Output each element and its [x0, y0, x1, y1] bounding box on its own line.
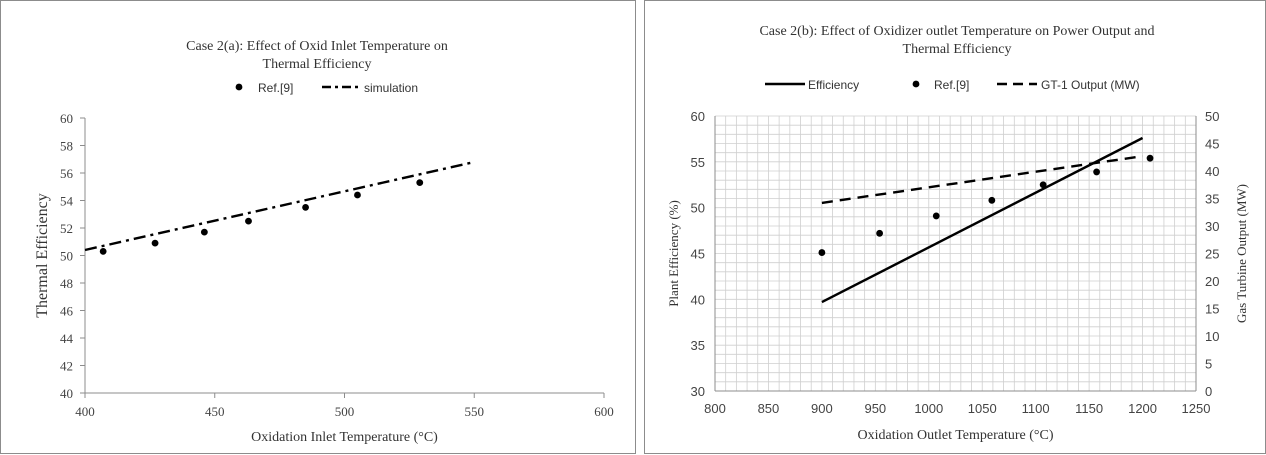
chart-b-title-line: Case 2(b): Effect of Oxidizer outlet Tem… [759, 24, 1154, 39]
chart-a-y-tick-label: 56 [60, 166, 74, 181]
chart-a-y-tick-label: 54 [60, 194, 74, 209]
chart-b-x-tick-label: 950 [864, 401, 886, 416]
chart-b-y-tick-label: 35 [691, 338, 705, 353]
chart-b-legend-gt-label: GT-1 Output (MW) [1041, 78, 1140, 92]
chart-b-ref-point [1146, 154, 1154, 162]
chart-b-legend-ref-marker [912, 80, 920, 88]
chart-a-legend-simulation-label: simulation [364, 81, 418, 95]
chart-a-x-tick-label: 600 [594, 404, 614, 419]
chart-b-ref-point [932, 212, 940, 220]
chart-b-gt-output-line [821, 154, 1143, 205]
chart-b-y2-tick-label: 35 [1205, 192, 1219, 207]
chart-b-y2-axis-label: Gas Turbine Output (MW) [1234, 184, 1249, 323]
chart-b-y2-tick-label: 40 [1205, 164, 1219, 179]
chart-a-title-line: Case 2(a): Effect of Oxid Inlet Temperat… [186, 39, 448, 54]
chart-b-x-tick-label: 1200 [1128, 401, 1157, 416]
chart-b-x-tick-label: 1000 [914, 401, 943, 416]
chart-b-legend-ref-label: Ref.[9] [934, 78, 969, 92]
chart-b-y-tick-label: 60 [691, 109, 705, 124]
chart-b-ref-point [1039, 181, 1047, 189]
chart-b-x-tick-label: 1100 [1022, 401, 1050, 416]
chart-a-ref-point [151, 239, 159, 247]
chart-b-x-axis-label: Oxidation Outlet Temperature (°C) [857, 428, 1053, 443]
chart-b-x-tick-label: 1250 [1182, 401, 1211, 416]
chart-a-ref-point [200, 228, 208, 236]
chart-b-y2-tick-label: 30 [1205, 219, 1219, 234]
chart-b-y2-tick-label: 20 [1205, 274, 1219, 289]
chart-b-x-tick-label: 1150 [1075, 401, 1103, 416]
chart-a-ref-point [416, 179, 424, 187]
chart-b-y2-tick-label: 15 [1205, 302, 1219, 317]
chart-a-ref-point [302, 203, 309, 211]
chart-a-x-tick-label: 450 [205, 404, 225, 419]
chart-a-x-tick-label: 500 [335, 404, 355, 419]
chart-a-y-tick-label: 42 [60, 359, 73, 374]
chart-a-legend-dot-marker [235, 83, 243, 91]
chart-b-ref-point [876, 229, 884, 237]
chart-b-efficiency-line [821, 136, 1144, 304]
chart-a-canvas: Case 2(a): Effect of Oxid Inlet Temperat… [34, 39, 614, 445]
chart-b-x-tick-label: 800 [704, 401, 726, 416]
chart-b-y2-tick-label: 45 [1205, 137, 1219, 152]
chart-a-y-tick-label: 60 [60, 111, 73, 126]
chart-a-ref-point [354, 191, 361, 199]
chart-b-y-tick-label: 45 [691, 247, 705, 262]
chart-b-y2-tick-label: 0 [1205, 384, 1212, 399]
chart-a-y-tick-label: 52 [60, 221, 73, 236]
chart-b-x-tick-label: 1050 [968, 401, 997, 416]
chart-b-y-tick-label: 50 [691, 201, 705, 216]
chart-a-y-tick-label: 44 [60, 331, 74, 346]
chart-b-x-tick-label: 850 [758, 401, 780, 416]
chart-panel-plant-efficiency: Case 2(b): Effect of Oxidizer outlet Tem… [644, 0, 1266, 454]
chart-a-y-tick-label: 46 [60, 304, 74, 319]
chart-b-ref-point [988, 196, 996, 204]
chart-a-y-tick-label: 58 [60, 139, 73, 154]
chart-a-x-tick-label: 550 [465, 404, 485, 419]
chart-a-y-tick-label: 48 [60, 276, 73, 291]
chart-b-canvas: Case 2(b): Effect of Oxidizer outlet Tem… [666, 24, 1249, 443]
chart-b-ref-point [818, 249, 826, 256]
chart-a-y-tick-label: 50 [60, 249, 73, 264]
chart-a-x-tick-label: 400 [75, 404, 95, 419]
chart-a-y-tick-label: 40 [60, 386, 73, 401]
chart-b-x-tick-label: 900 [811, 401, 833, 416]
chart-a-simulation-line [84, 160, 475, 252]
chart-b-title-line: Thermal Efficiency [903, 42, 1012, 57]
chart-b-y-tick-label: 30 [691, 384, 705, 399]
chart-a-title-line: Thermal Efficiency [263, 57, 372, 72]
chart-b-ref-point [1093, 168, 1100, 176]
chart-a-x-axis-label: Oxidation Inlet Temperature (°C) [251, 430, 438, 445]
chart-b-y2-tick-label: 25 [1205, 247, 1219, 262]
chart-a-legend-ref-label: Ref.[9] [258, 81, 293, 95]
chart-b-y2-tick-label: 5 [1205, 357, 1212, 372]
chart-b-legend-efficiency-label: Efficiency [808, 78, 859, 92]
chart-panel-thermal-efficiency: Case 2(a): Effect of Oxid Inlet Temperat… [0, 0, 636, 454]
chart-a-y-axis-label: Thermal Efficiency [34, 193, 51, 318]
chart-b-y-tick-label: 40 [691, 292, 705, 307]
chart-a-ref-point [99, 247, 107, 255]
chart-b-y2-tick-label: 50 [1205, 109, 1219, 124]
chart-b-y2-tick-label: 10 [1205, 329, 1219, 344]
chart-a-ref-point [245, 217, 252, 225]
chart-b-y-axis-label: Plant Efficiency (%) [666, 200, 681, 307]
chart-b-y-tick-label: 55 [691, 155, 705, 170]
